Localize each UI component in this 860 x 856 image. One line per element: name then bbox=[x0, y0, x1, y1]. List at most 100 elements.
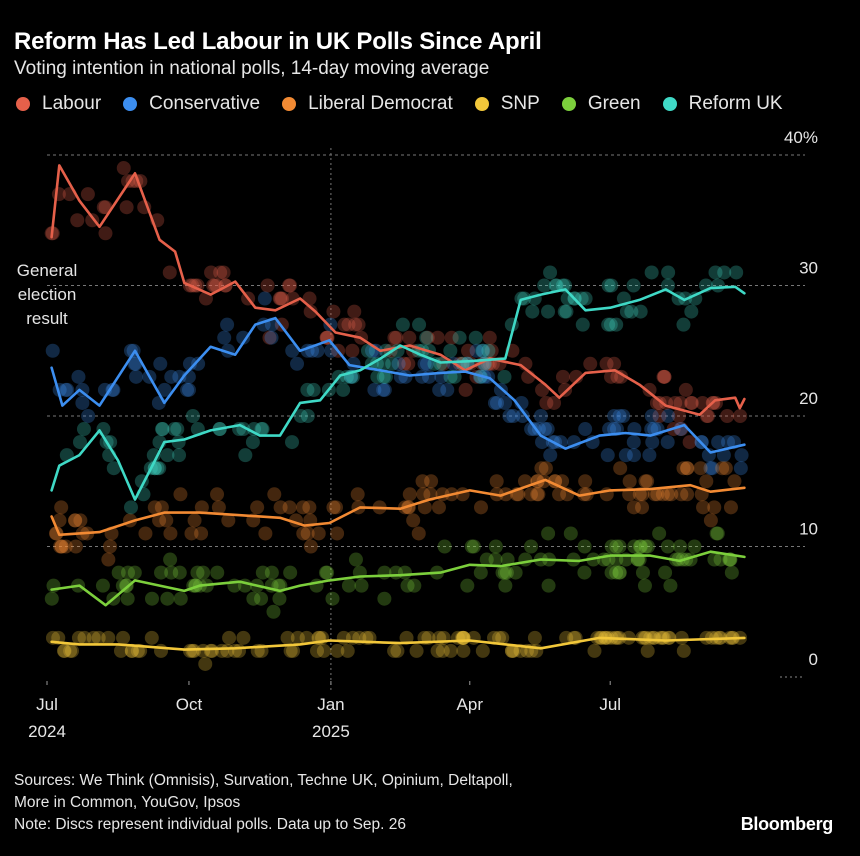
poll-disc bbox=[724, 565, 739, 580]
poll-disc bbox=[618, 448, 633, 463]
poll-disc bbox=[387, 330, 402, 345]
poll-disc bbox=[385, 356, 400, 371]
poll-disc bbox=[661, 630, 676, 645]
poll-disc bbox=[64, 643, 79, 658]
poll-disc bbox=[220, 317, 235, 332]
poll-disc bbox=[284, 435, 299, 450]
poll-disc bbox=[96, 422, 111, 437]
poll-disc bbox=[222, 630, 237, 645]
poll-disc bbox=[196, 565, 211, 580]
legend-item: Liberal Democrat bbox=[282, 93, 453, 115]
poll-disc bbox=[214, 643, 229, 658]
poll-disc bbox=[71, 630, 86, 645]
poll-disc bbox=[557, 304, 572, 319]
poll-disc bbox=[299, 630, 314, 645]
poll-disc bbox=[293, 409, 308, 423]
poll-disc bbox=[495, 565, 510, 580]
poll-disc bbox=[627, 448, 642, 463]
poll-disc bbox=[172, 369, 187, 384]
poll-disc bbox=[213, 265, 228, 280]
legend-item: Green bbox=[561, 93, 641, 115]
poll-disc bbox=[183, 643, 198, 658]
poll-disc bbox=[123, 343, 138, 358]
poll-disc bbox=[599, 356, 614, 371]
poll-disc bbox=[473, 500, 488, 515]
poll-disc bbox=[601, 317, 616, 332]
series-line-labour bbox=[50, 164, 746, 416]
poll-disc bbox=[638, 474, 653, 489]
poll-disc bbox=[185, 409, 200, 423]
poll-disc bbox=[609, 565, 624, 580]
poll-disc bbox=[432, 382, 447, 397]
poll-disc bbox=[105, 382, 120, 397]
poll-disc bbox=[147, 461, 162, 476]
poll-disc bbox=[205, 643, 220, 658]
poll-disc bbox=[154, 500, 169, 515]
poll-disc bbox=[354, 578, 369, 593]
poll-disc bbox=[409, 643, 424, 658]
poll-disc bbox=[695, 395, 710, 410]
poll-disc bbox=[345, 343, 360, 358]
legend-label: Conservative bbox=[149, 93, 261, 114]
poll-disc bbox=[54, 539, 69, 554]
x-tick-label: Apr bbox=[457, 695, 484, 714]
poll-disc bbox=[696, 500, 711, 515]
poll-disc bbox=[163, 552, 178, 567]
y-tick-label: 20 bbox=[799, 389, 818, 408]
poll-disc bbox=[348, 317, 363, 332]
poll-disc bbox=[717, 265, 732, 280]
poll-disc bbox=[527, 630, 542, 645]
poll-disc bbox=[578, 422, 593, 437]
poll-disc bbox=[649, 395, 664, 410]
poll-disc bbox=[661, 409, 676, 423]
chart-title: Reform Has Led Labour in UK Polls Since … bbox=[14, 28, 542, 55]
poll-disc bbox=[676, 461, 691, 476]
poll-disc bbox=[609, 539, 624, 554]
poll-disc bbox=[711, 435, 726, 450]
poll-disc bbox=[488, 552, 503, 567]
poll-disc bbox=[609, 317, 624, 332]
poll-disc bbox=[578, 474, 593, 489]
poll-disc bbox=[713, 552, 728, 567]
poll-disc bbox=[640, 643, 655, 658]
poll-disc bbox=[272, 291, 287, 306]
poll-disc bbox=[720, 409, 735, 423]
poll-disc bbox=[499, 565, 514, 580]
poll-disc bbox=[645, 435, 660, 450]
sources-text: Sources: We Think (Omnisis), Survation, … bbox=[14, 772, 513, 789]
series-line-reform-uk bbox=[50, 285, 746, 501]
poll-disc bbox=[60, 382, 75, 397]
poll-disc bbox=[650, 487, 665, 502]
poll-disc bbox=[96, 200, 111, 215]
poll-disc bbox=[68, 513, 83, 528]
poll-disc bbox=[402, 330, 417, 345]
poll-disc bbox=[484, 343, 499, 358]
poll-disc bbox=[123, 500, 138, 515]
poll-disc bbox=[303, 539, 318, 554]
poll-disc bbox=[54, 539, 69, 554]
poll-disc bbox=[70, 213, 85, 228]
poll-disc bbox=[273, 500, 288, 515]
poll-disc bbox=[164, 369, 179, 384]
poll-disc bbox=[627, 539, 642, 554]
poll-disc bbox=[680, 461, 695, 476]
poll-disc bbox=[415, 474, 430, 489]
poll-disc bbox=[400, 578, 415, 593]
poll-disc bbox=[341, 578, 356, 593]
poll-disc bbox=[387, 643, 402, 658]
poll-disc bbox=[272, 591, 287, 606]
poll-disc bbox=[247, 422, 262, 437]
poll-disc bbox=[700, 409, 715, 423]
poll-disc bbox=[733, 461, 748, 476]
poll-disc bbox=[487, 395, 502, 410]
poll-disc bbox=[311, 526, 326, 541]
y-tick-label: 10 bbox=[799, 520, 818, 539]
poll-disc bbox=[530, 487, 545, 502]
poll-disc bbox=[671, 409, 686, 423]
poll-disc bbox=[680, 461, 695, 476]
poll-disc bbox=[348, 552, 363, 567]
poll-disc bbox=[210, 487, 225, 502]
poll-disc bbox=[688, 291, 703, 306]
poll-disc bbox=[275, 291, 290, 306]
poll-disc bbox=[733, 409, 748, 423]
